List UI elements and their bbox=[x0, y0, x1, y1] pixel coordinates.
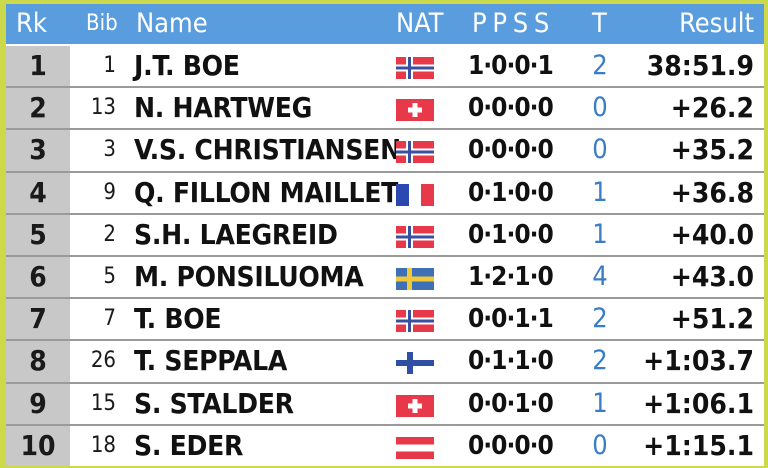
result-cell: +35.2 bbox=[670, 133, 754, 167]
shooting-cell: 1·0·0·1 bbox=[468, 51, 554, 81]
rank-cell: 10 bbox=[6, 425, 70, 466]
table-row: 7 7 T. BOE 0·0·1·1 2 +51.2 bbox=[6, 299, 764, 342]
shooting-cell: 0·1·0·0 bbox=[468, 177, 554, 208]
total-misses-cell: 2 bbox=[592, 50, 608, 81]
header-bib: Bib bbox=[86, 11, 118, 36]
result-cell: +40.0 bbox=[670, 217, 754, 251]
results-table: Rk Bib Name NAT P P S S T Result 1 1 J.T. … bbox=[6, 4, 764, 466]
table-row: 2 13 N. HARTWEG 0·0·0·0 0 +26.2 bbox=[6, 88, 764, 131]
athlete-name: S. STALDER bbox=[134, 386, 294, 420]
header-shooting: P P S S bbox=[472, 8, 549, 39]
sweden-flag-icon bbox=[396, 267, 434, 290]
result-cell: +43.0 bbox=[670, 259, 754, 293]
table-row: 10 18 S. EDER 0·0·0·0 0 +1:15.1 bbox=[6, 425, 764, 466]
norway-flag-icon bbox=[396, 225, 434, 248]
total-misses-cell: 1 bbox=[592, 218, 608, 250]
total-misses-cell: 0 bbox=[592, 92, 608, 124]
athlete-name: J.T. BOE bbox=[134, 49, 240, 82]
shooting-cell: 0·0·0·0 bbox=[468, 135, 554, 166]
result-cell: +1:06.1 bbox=[643, 386, 754, 420]
finland-flag-icon bbox=[396, 352, 434, 375]
table-header: Rk Bib Name NAT P P S S T Result bbox=[6, 4, 764, 44]
athlete-name: S. EDER bbox=[134, 428, 244, 462]
athlete-name: T. BOE bbox=[134, 302, 222, 336]
total-misses-cell: 0 bbox=[592, 429, 608, 461]
shooting-cell: 0·1·0·0 bbox=[468, 219, 554, 250]
rank-cell: 8 bbox=[6, 341, 70, 382]
austria-flag-icon bbox=[396, 436, 434, 459]
result-cell: +36.8 bbox=[670, 175, 754, 209]
shooting-cell: 1·2·1·0 bbox=[468, 261, 554, 292]
switzerland-flag-icon bbox=[396, 394, 434, 417]
shooting-cell: 0·0·1·0 bbox=[468, 388, 554, 419]
shooting-cell: 0·0·0·0 bbox=[468, 93, 554, 124]
switzerland-flag-icon bbox=[396, 99, 434, 122]
athlete-name: V.S. CHRISTIANSEN bbox=[134, 133, 401, 167]
total-misses-cell: 2 bbox=[592, 345, 608, 377]
athlete-name: Q. FILLON MAILLET bbox=[134, 175, 399, 209]
total-misses-cell: 1 bbox=[592, 387, 608, 419]
athlete-name: N. HARTWEG bbox=[134, 91, 313, 125]
total-misses-cell: 2 bbox=[592, 303, 608, 335]
rank-cell: 4 bbox=[6, 172, 70, 213]
rank-cell: 1 bbox=[6, 46, 70, 87]
france-flag-icon bbox=[396, 183, 434, 206]
rank-cell: 3 bbox=[6, 130, 70, 171]
rank-cell: 6 bbox=[6, 256, 70, 298]
table-row: 5 2 S.H. LAEGREID 0·1·0·0 1 +40.0 bbox=[6, 214, 764, 257]
norway-flag-icon bbox=[396, 57, 434, 79]
header-rank: Rk bbox=[16, 8, 47, 39]
result-cell: +26.2 bbox=[670, 91, 754, 125]
athlete-name: S.H. LAEGREID bbox=[134, 217, 338, 251]
shooting-cell: 0·0·1·1 bbox=[468, 304, 554, 335]
total-misses-cell: 1 bbox=[592, 176, 608, 208]
bib-cell: 18 bbox=[90, 432, 116, 458]
table-row: 6 5 M. PONSILUOMA 1·2·1·0 4 +43.0 bbox=[6, 256, 764, 300]
rank-cell: 9 bbox=[6, 383, 70, 424]
bib-cell: 26 bbox=[90, 348, 116, 374]
shooting-cell: 0·0·0·0 bbox=[468, 430, 554, 461]
result-cell: +1:03.7 bbox=[643, 344, 754, 378]
header-result: Result bbox=[679, 8, 754, 39]
bib-cell: 3 bbox=[103, 137, 116, 163]
total-misses-cell: 4 bbox=[592, 260, 608, 292]
table-row: 8 26 T. SEPPALA 0·1·1·0 2 +1:03.7 bbox=[6, 341, 764, 384]
bib-cell: 9 bbox=[103, 179, 116, 205]
table-body: 1 1 J.T. BOE 1·0·0·1 2 38:51.9 2 13 N. HARTWEG 0·… bbox=[6, 46, 764, 466]
table-row: 1 1 J.T. BOE 1·0·0·1 2 38:51.9 bbox=[6, 46, 764, 89]
result-cell: +1:15.1 bbox=[643, 428, 754, 462]
bib-cell: 1 bbox=[103, 53, 116, 78]
shooting-cell: 0·1·1·0 bbox=[468, 346, 554, 377]
norway-flag-icon bbox=[396, 310, 434, 333]
bib-cell: 2 bbox=[103, 221, 116, 247]
rank-cell: 7 bbox=[6, 299, 70, 340]
header-total: T bbox=[592, 8, 607, 39]
result-cell: +51.2 bbox=[670, 302, 754, 336]
rank-cell: 5 bbox=[6, 214, 70, 255]
norway-flag-icon bbox=[396, 141, 434, 164]
table-row: 9 15 S. STALDER 0·0·1·0 1 +1:06.1 bbox=[6, 383, 764, 426]
total-misses-cell: 0 bbox=[592, 134, 608, 166]
table-row: 3 3 V.S. CHRISTIANSEN 0·0·0·0 0 +35.2 bbox=[6, 130, 764, 173]
bib-cell: 5 bbox=[103, 263, 116, 289]
header-name: Name bbox=[136, 8, 208, 39]
rank-cell: 2 bbox=[6, 88, 70, 129]
bib-cell: 13 bbox=[90, 95, 116, 121]
bib-cell: 7 bbox=[103, 306, 116, 332]
header-nat: NAT bbox=[396, 8, 444, 39]
result-cell: 38:51.9 bbox=[646, 49, 754, 82]
athlete-name: T. SEPPALA bbox=[134, 344, 288, 378]
athlete-name: M. PONSILUOMA bbox=[134, 259, 364, 293]
table-row: 4 9 Q. FILLON MAILLET 0·1·0·0 1 +36.8 bbox=[6, 172, 764, 215]
bib-cell: 15 bbox=[90, 390, 116, 416]
